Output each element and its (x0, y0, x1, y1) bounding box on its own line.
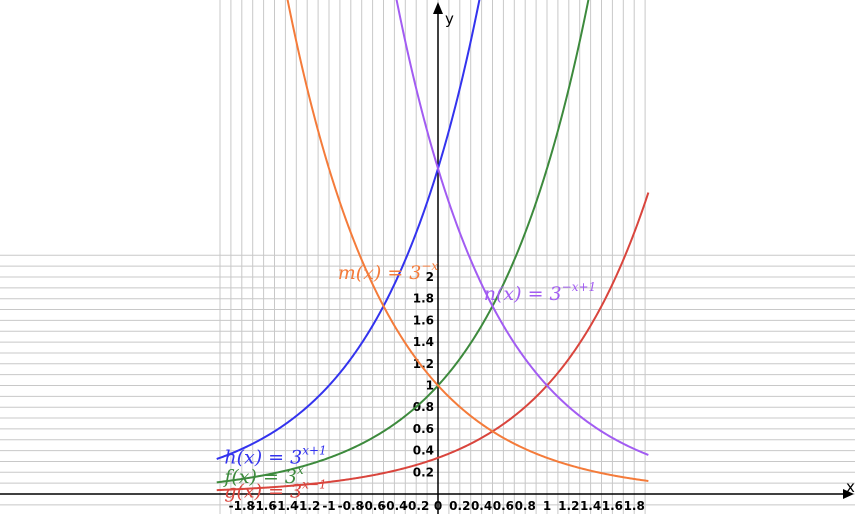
y-tick-label: 0.6 (413, 422, 434, 436)
function-label-f: f(x) = 3x (222, 463, 304, 488)
x-tick-label: 0 (434, 499, 442, 513)
y-tick-label: 0.2 (413, 465, 434, 479)
x-axis-arrow (843, 489, 854, 499)
y-tick-label: 1.6 (413, 313, 434, 327)
y-tick-label: 0.8 (413, 400, 434, 414)
function-label-m: m(x) = 3−x (338, 259, 439, 284)
curve-h (216, 0, 481, 460)
function-label-h: h(x) = 3x+1 (224, 444, 326, 469)
x-tick-label: -1.2 (294, 499, 320, 513)
x-tick-label: 0.6 (493, 499, 514, 513)
x-tick-label: 1.6 (602, 499, 623, 513)
y-tick-label: 1 (426, 379, 434, 393)
function-curves (216, 0, 650, 492)
function-labels: f(x) = 3xg(x) = 3x−1 h(x) = 3x+1 m(x) = 3−… (222, 259, 596, 502)
curve-g (216, 192, 650, 492)
function-label-n: n(x) = 3−x+1 (484, 280, 596, 305)
curve-m (286, 0, 649, 482)
x-tick-label: -0.6 (359, 499, 385, 513)
x-tick-label: -1.8 (229, 499, 255, 513)
y-axis-label: y (445, 10, 454, 28)
x-tick-label: -1.6 (250, 499, 276, 513)
x-tick-label: 1 (543, 499, 551, 513)
y-tick-label: 1.4 (413, 335, 434, 349)
x-axis-label: x (846, 478, 855, 496)
x-tick-label: 1.2 (558, 499, 579, 513)
function-label-g: g(x) = 3x−1 (224, 477, 326, 502)
curve-n (395, 0, 649, 456)
y-tick-label: 1.8 (413, 292, 434, 306)
x-tick-label: -1.4 (272, 499, 298, 513)
x-tick-label: -0.8 (338, 499, 364, 513)
y-axis-arrow (433, 2, 443, 14)
x-tick-label: 1.8 (624, 499, 645, 513)
x-tick-label: -0.2 (403, 499, 429, 513)
y-tick-label: 0.4 (413, 444, 434, 458)
tick-labels: -1.8-1.6-1.4-1.2 -1 -0.8-0.6-0.4-0.2 0 0.2 0.… (229, 270, 645, 513)
x-tick-label: -1 (322, 499, 335, 513)
x-tick-label: 0.2 (449, 499, 470, 513)
x-tick-label: 1.4 (580, 499, 601, 513)
x-tick-label: -0.4 (381, 499, 407, 513)
x-tick-label: 0.4 (471, 499, 492, 513)
y-tick-label: 2 (426, 270, 434, 284)
curve-f (216, 0, 590, 484)
x-tick-label: 0.8 (515, 499, 536, 513)
